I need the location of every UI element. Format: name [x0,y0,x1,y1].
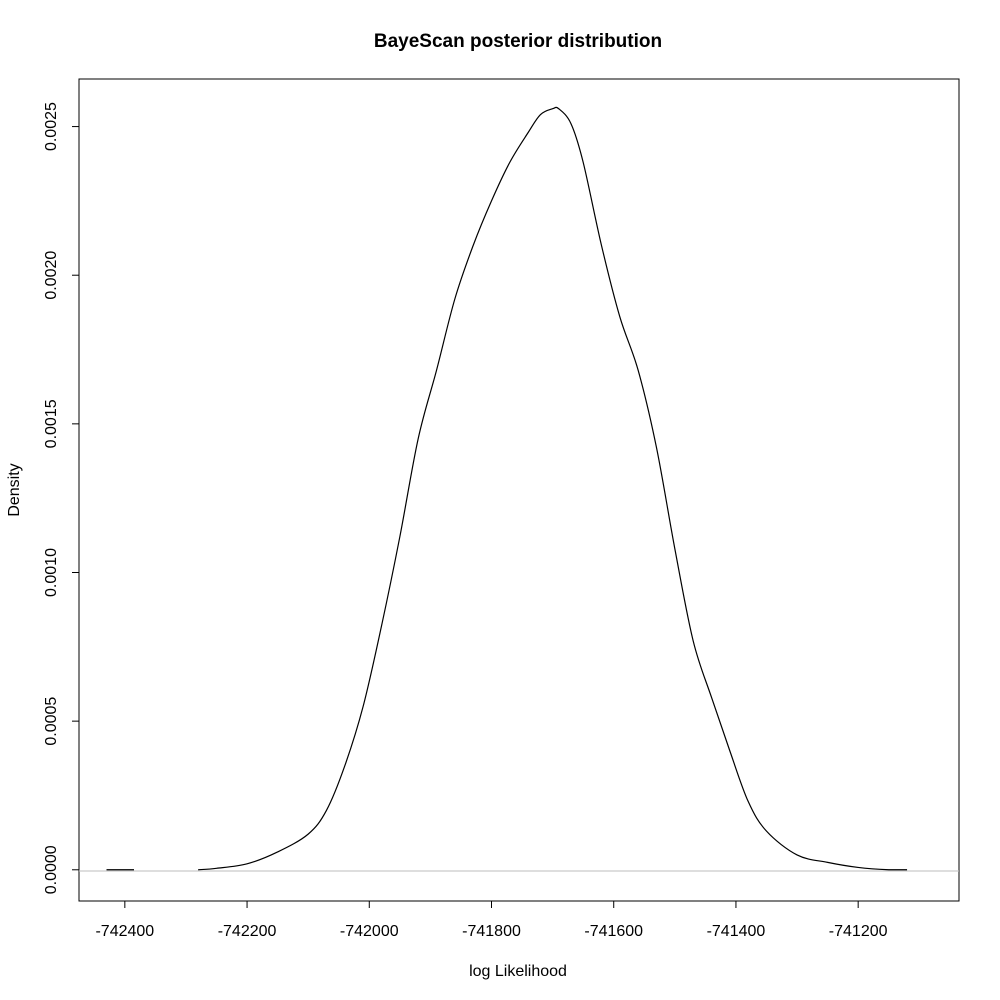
x-tick-label: -741600 [584,923,643,940]
y-tick-label: 0.0005 [43,697,60,746]
y-tick-label: 0.0020 [43,251,60,300]
plot-area-frame [78,78,960,902]
x-tick-label: -742000 [340,923,399,940]
y-tick-label: 0.0015 [43,399,60,448]
chart-title: BayeScan posterior distribution [374,31,662,52]
x-tick-label: -741800 [462,923,521,940]
x-axis-label: log Likelihood [469,963,567,980]
y-tick-label: 0.0000 [43,845,60,894]
x-tick-label: -741200 [829,923,888,940]
x-axis: -742400 -742200 -742000 -741800 -741600 -7414… [95,900,888,940]
y-tick-label: 0.0010 [43,548,60,597]
x-tick-label: -741400 [707,923,766,940]
y-axis: 0.0000 0.0005 0.0010 0.0015 0.0020 0.0025 [43,102,80,894]
y-tick-label: 0.0025 [43,102,60,151]
x-tick-label: -742200 [218,923,277,940]
y-axis-label: Density [6,463,23,516]
density-curve [198,106,908,871]
x-tick-label: -742400 [95,923,154,940]
